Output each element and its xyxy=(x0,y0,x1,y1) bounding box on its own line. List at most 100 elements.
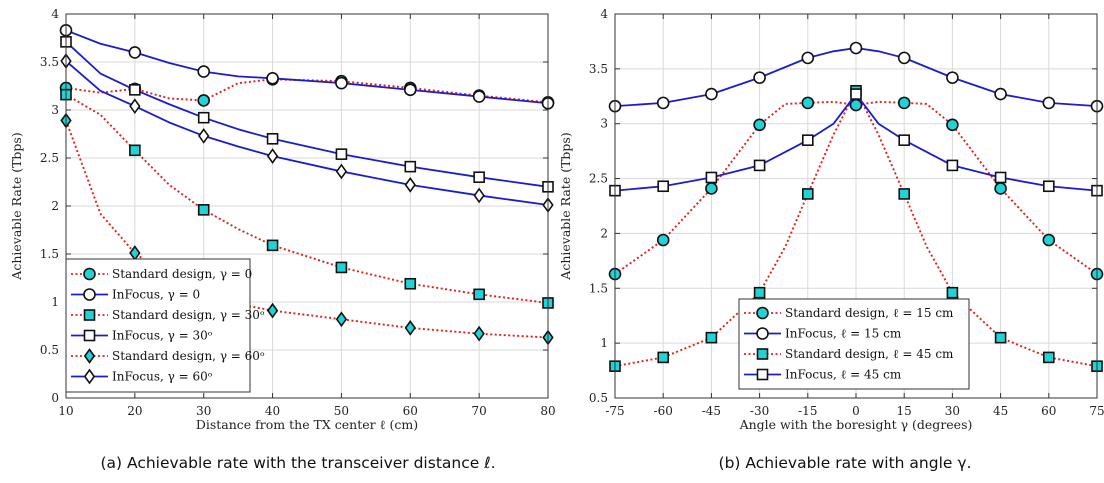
data-point xyxy=(335,148,348,160)
series-line xyxy=(65,93,549,304)
data-point xyxy=(1042,96,1056,110)
x-tick-label: 15 xyxy=(897,404,912,418)
y-tick-label: 0 xyxy=(51,391,59,405)
data-point xyxy=(197,204,210,216)
legend-label: Standard design, γ = 30ᵒ xyxy=(112,308,265,322)
data-point xyxy=(473,325,485,342)
series-4 xyxy=(609,88,1103,197)
legend-label: InFocus, ℓ = 15 cm xyxy=(785,327,902,341)
data-point xyxy=(1043,180,1055,193)
y-tick-label: 1 xyxy=(600,336,608,350)
series-line xyxy=(65,41,549,188)
legend-label: InFocus, γ = 0 xyxy=(112,288,200,302)
data-point xyxy=(994,87,1007,101)
data-point xyxy=(473,171,485,183)
series-line xyxy=(65,120,549,339)
data-point xyxy=(753,286,766,299)
legend-marker xyxy=(83,348,96,364)
data-point xyxy=(266,302,279,319)
data-point xyxy=(656,233,670,247)
data-point xyxy=(657,180,670,193)
x-tick-label: 45 xyxy=(993,404,1008,418)
data-point xyxy=(753,71,766,84)
data-point xyxy=(946,118,959,132)
legend-marker xyxy=(756,306,769,320)
data-point xyxy=(705,87,718,101)
series-line xyxy=(65,78,549,104)
x-tick-label: 80 xyxy=(540,404,555,418)
series-line xyxy=(614,89,1098,368)
data-point xyxy=(897,96,911,110)
x-tick-label: 40 xyxy=(265,404,280,418)
data-point xyxy=(403,83,417,97)
legend-marker xyxy=(83,309,96,321)
legend-label: InFocus, ℓ = 45 cm xyxy=(785,368,902,382)
data-point xyxy=(335,311,348,328)
legend-label: Standard design, ℓ = 15 cm xyxy=(785,306,954,320)
data-point xyxy=(898,188,911,200)
data-point xyxy=(705,171,718,184)
x-tick-label: -15 xyxy=(798,404,817,418)
data-point xyxy=(994,171,1007,184)
x-tick-label: -30 xyxy=(750,404,769,418)
series-6 xyxy=(60,53,554,213)
data-point xyxy=(266,239,279,252)
data-point xyxy=(197,94,211,107)
data-point xyxy=(404,177,416,193)
legend-marker xyxy=(756,348,769,360)
x-axis-label: Angle with the boresight γ (degrees) xyxy=(739,417,973,432)
data-point xyxy=(946,71,959,84)
y-tick-label: 3 xyxy=(51,103,59,117)
data-point xyxy=(657,351,670,364)
data-point xyxy=(849,41,863,55)
data-point xyxy=(128,46,142,59)
y-tick-label: 2.5 xyxy=(40,151,59,165)
y-tick-label: 3 xyxy=(600,117,608,131)
data-point xyxy=(335,261,348,274)
legend-marker xyxy=(83,267,96,281)
legend-label: Standard design, ℓ = 45 cm xyxy=(785,347,954,361)
y-tick-label: 3.5 xyxy=(589,62,608,76)
x-tick-label: 60 xyxy=(1041,404,1056,418)
y-axis-label: Achievable Rate (Tbps) xyxy=(558,132,573,280)
data-point xyxy=(801,96,815,110)
data-point xyxy=(994,331,1007,344)
data-point xyxy=(1043,351,1055,364)
data-point xyxy=(801,188,814,200)
x-tick-label: -75 xyxy=(605,404,624,418)
data-point xyxy=(473,288,485,301)
x-tick-label: 60 xyxy=(403,404,418,418)
series-1 xyxy=(608,96,1104,281)
y-tick-label: 4 xyxy=(600,7,608,21)
y-tick-label: 1 xyxy=(51,295,59,309)
data-point xyxy=(129,84,141,96)
legend: Standard design, γ = 0 InFocus, γ = 0 Stan… xyxy=(65,258,265,393)
data-point xyxy=(1042,233,1056,247)
data-point xyxy=(266,72,279,85)
figure-caption: (b) Achievable rate with angle γ. xyxy=(719,454,972,472)
y-tick-label: 2 xyxy=(51,199,59,213)
legend-label: InFocus, γ = 30ᵒ xyxy=(112,329,213,343)
y-tick-label: 2 xyxy=(600,226,608,240)
data-point xyxy=(335,163,348,180)
data-point xyxy=(198,128,210,144)
x-tick-label: 70 xyxy=(472,404,487,418)
y-axis-label: Achievable Rate (Tbps) xyxy=(9,132,24,280)
data-point xyxy=(656,96,670,110)
x-tick-label: -60 xyxy=(654,404,673,418)
y-tick-label: 1.5 xyxy=(40,247,59,261)
data-point xyxy=(897,51,911,65)
series-line xyxy=(65,29,549,105)
legend-label: Standard design, γ = 0 xyxy=(112,267,252,281)
plot-frame xyxy=(614,13,1098,399)
chart-b: -75 -60 -45 -30 -15 0 15 30 45 60 75 0.5 1 1.5 2 2.5 3 3.… xyxy=(558,7,1104,472)
data-point xyxy=(850,88,862,100)
data-point xyxy=(473,187,485,204)
y-tick-label: 3.5 xyxy=(40,55,59,69)
data-point xyxy=(404,277,417,290)
data-point xyxy=(335,76,348,90)
x-tick-label: 30 xyxy=(196,404,211,418)
data-point xyxy=(197,111,210,124)
x-tick-label: 30 xyxy=(945,404,960,418)
